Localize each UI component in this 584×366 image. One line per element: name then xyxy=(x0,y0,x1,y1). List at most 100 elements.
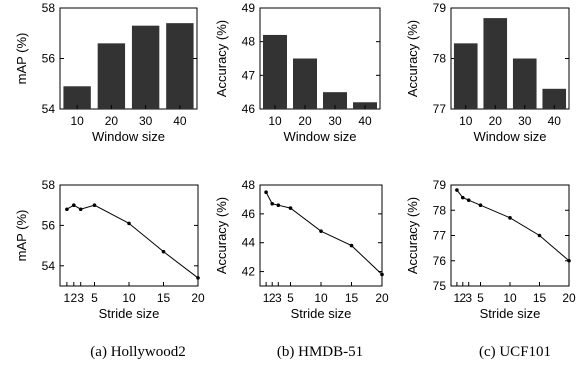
x-tick-label: 2 xyxy=(269,291,276,305)
x-tick-label: 20 xyxy=(375,291,389,305)
subfigure-caption: (c) UCF101 xyxy=(479,344,551,360)
y-tick-label: 54 xyxy=(42,259,56,273)
y-tick-label: 79 xyxy=(433,1,447,15)
x-tick-label: 3 xyxy=(465,291,472,305)
x-tick-label: 10 xyxy=(314,291,328,305)
y-axis-label: mAP (%) xyxy=(14,33,29,85)
x-tick-label: 1 xyxy=(454,291,461,305)
data-point xyxy=(92,203,97,207)
x-tick-label: 40 xyxy=(173,114,187,128)
y-axis-label: mAP (%) xyxy=(14,210,29,262)
data-point xyxy=(380,272,384,277)
y-tick-label: 46 xyxy=(242,102,256,116)
x-tick-label: 40 xyxy=(358,114,372,128)
x-tick-label: 15 xyxy=(345,291,359,305)
x-axis-label: Window size xyxy=(474,129,547,144)
x-tick-label: 30 xyxy=(518,114,532,128)
x-axis-label: Window size xyxy=(284,129,357,144)
x-axis-label: Stride size xyxy=(480,306,541,321)
y-tick-label: 47 xyxy=(242,68,256,82)
x-tick-label: 10 xyxy=(70,114,84,128)
y-tick-label: 48 xyxy=(242,178,256,192)
subfigure-caption: (b) HMDB-51 xyxy=(277,344,363,360)
x-tick-label: 10 xyxy=(459,114,473,128)
bar xyxy=(512,58,537,109)
x-tick-label: 40 xyxy=(548,114,562,128)
data-point xyxy=(196,276,200,280)
plot-frame xyxy=(259,7,381,110)
series-line xyxy=(456,189,570,262)
series-line xyxy=(66,204,199,279)
bar xyxy=(131,25,160,109)
y-axis-label: Accuracy (%) xyxy=(214,20,229,97)
x-axis-label: Stride size xyxy=(99,306,160,321)
bar xyxy=(453,43,478,109)
y-tick-label: 56 xyxy=(42,218,56,232)
plot-frame xyxy=(259,184,383,287)
y-tick-label: 58 xyxy=(42,1,56,15)
y-tick-label: 46 xyxy=(242,207,256,221)
x-tick-label: 20 xyxy=(191,291,205,305)
data-point xyxy=(455,188,459,192)
bar xyxy=(323,92,347,109)
data-point xyxy=(72,203,76,207)
subplot-4: 54 56 58 1 2 3 5 10 15 20 Stride size mAP (%) xyxy=(14,178,205,321)
data-point xyxy=(461,195,465,200)
bar xyxy=(263,34,287,109)
data-point xyxy=(567,258,571,263)
bar xyxy=(542,88,567,109)
y-tick-label: 56 xyxy=(42,52,56,66)
series-line xyxy=(265,191,383,275)
x-tick-label: 10 xyxy=(503,291,517,305)
bar xyxy=(63,86,91,109)
y-tick-label: 76 xyxy=(433,254,447,268)
x-tick-label: 2 xyxy=(70,291,77,305)
x-tick-label: 30 xyxy=(139,114,153,128)
y-tick-label: 42 xyxy=(242,265,256,279)
y-tick-label: 54 xyxy=(42,102,56,116)
y-tick-label: 77 xyxy=(433,102,447,116)
subfigure-caption: (a) Hollywood2 xyxy=(90,344,185,360)
x-tick-label: 1 xyxy=(263,291,270,305)
data-point xyxy=(508,216,512,220)
x-tick-label: 30 xyxy=(328,114,342,128)
bar xyxy=(483,18,508,110)
y-axis-label: Accuracy (%) xyxy=(405,20,420,97)
x-tick-label: 20 xyxy=(489,114,503,128)
data-point xyxy=(264,190,268,195)
x-tick-label: 20 xyxy=(105,114,119,128)
y-tick-label: 77 xyxy=(433,229,447,243)
x-tick-label: 5 xyxy=(477,291,484,305)
y-tick-label: 78 xyxy=(433,203,447,217)
data-point xyxy=(319,229,323,233)
y-tick-label: 75 xyxy=(433,279,447,293)
x-tick-label: 1 xyxy=(64,291,71,305)
x-tick-label: 20 xyxy=(298,114,312,128)
y-axis-label: Accuracy (%) xyxy=(405,197,420,274)
data-point xyxy=(537,233,542,238)
x-tick-label: 10 xyxy=(268,114,282,128)
data-point xyxy=(127,221,131,226)
plot-frame xyxy=(59,184,199,287)
y-tick-label: 58 xyxy=(42,178,56,192)
data-point xyxy=(78,207,83,212)
bar xyxy=(293,58,317,109)
data-point xyxy=(276,203,281,207)
y-tick-label: 49 xyxy=(242,1,256,15)
y-tick-label: 48 xyxy=(242,35,256,49)
y-tick-label: 44 xyxy=(242,236,256,250)
data-point xyxy=(161,249,166,254)
x-axis-label: Window size xyxy=(92,129,165,144)
bar xyxy=(166,23,194,109)
data-point xyxy=(65,207,69,212)
bar xyxy=(97,43,126,109)
x-tick-label: 3 xyxy=(275,291,282,305)
data-point xyxy=(349,243,354,248)
y-tick-label: 78 xyxy=(433,52,447,66)
x-tick-label: 10 xyxy=(122,291,136,305)
x-tick-label: 2 xyxy=(459,291,466,305)
x-tick-label: 15 xyxy=(533,291,547,305)
